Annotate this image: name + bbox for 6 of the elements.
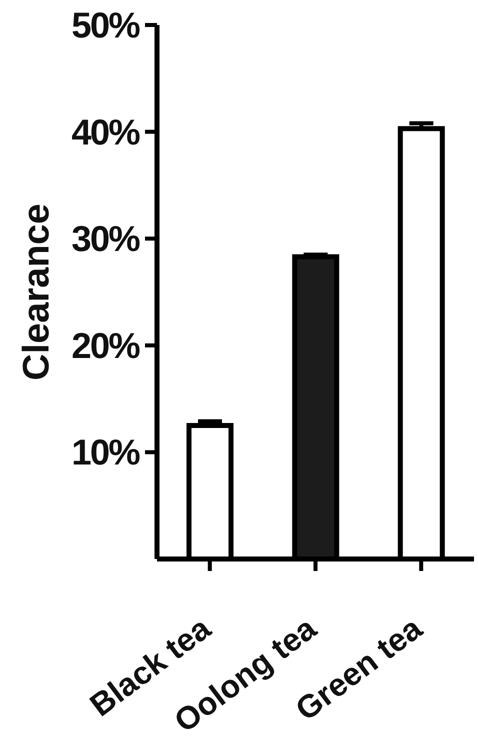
y-tick-label: 40% [71,111,140,152]
y-axis-title: Clearance [16,204,56,380]
y-tick-label: 10% [71,432,140,473]
y-tick-label: 20% [71,324,140,366]
y-tick-label: 50% [71,4,140,46]
y-tick-label: 30% [71,218,140,260]
